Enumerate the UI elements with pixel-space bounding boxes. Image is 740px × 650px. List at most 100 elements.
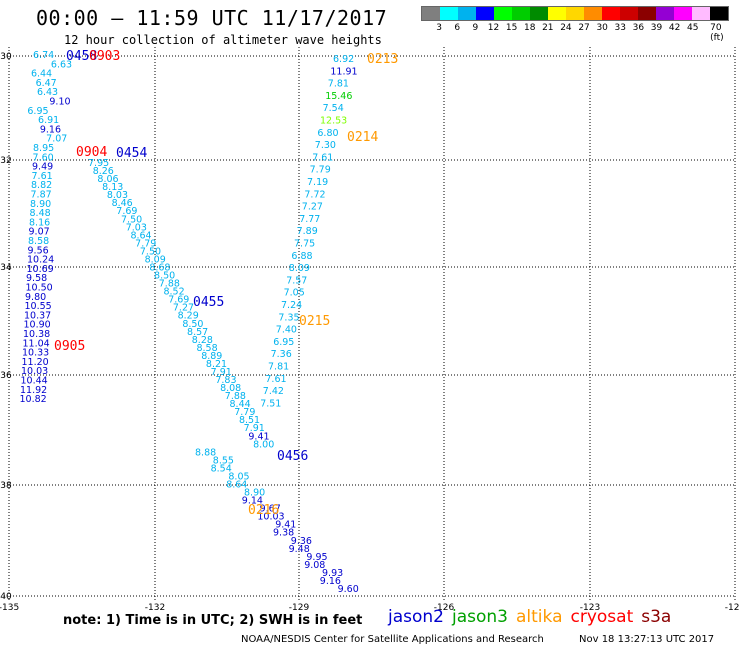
legend-swatch xyxy=(422,7,440,20)
swh-value-middle: 8.26 xyxy=(93,166,114,177)
legend-label: 45 xyxy=(687,23,699,33)
swh-value-middle: 7.95 xyxy=(88,158,109,169)
swh-value-west: 8.58 xyxy=(28,236,49,247)
swh-value-east: 7.24 xyxy=(281,300,302,311)
swh-value-west: 10.38 xyxy=(23,329,50,340)
swh-value-west: 7.60 xyxy=(33,152,54,163)
swh-value-west: 10.33 xyxy=(22,348,49,359)
pass-time-label: 0456 xyxy=(277,449,308,464)
swh-value-middle: 8.13 xyxy=(102,182,123,193)
swh-value-west: 8.95 xyxy=(33,143,54,154)
swh-value-west: 10.90 xyxy=(24,320,51,331)
swh-value-middle: 8.89 xyxy=(201,351,222,362)
longitude-tick-label: -132 xyxy=(145,603,165,613)
color-legend: 3 6 9 12 15 18 21 24 27 30 33 36 39 42 45 70 (ft) xyxy=(421,6,729,43)
longitude-tick-label: -120 xyxy=(725,603,740,613)
swh-value-east: 6.95 xyxy=(273,337,294,348)
legend-label: 70 (ft) xyxy=(710,23,724,43)
swh-value-east: 7.81 xyxy=(268,362,289,373)
latitude-tick-label: 40 xyxy=(0,592,12,602)
swh-value-middle: 8.00 xyxy=(253,439,274,450)
swh-value-middle: 8.50 xyxy=(154,271,175,282)
swh-value-middle: 8.64 xyxy=(130,230,151,241)
swh-value-west: 7.87 xyxy=(31,190,52,201)
swh-value-west: 6.43 xyxy=(37,87,58,98)
pass-time-label: 0454 xyxy=(116,146,147,161)
swh-value-west: 8.48 xyxy=(30,208,51,219)
color-legend-labels: 3 6 9 12 15 18 21 24 27 30 33 36 39 42 45 70 (ft) xyxy=(421,21,729,43)
swh-value-east: 7.27 xyxy=(302,202,323,213)
swh-value-middle: 8.68 xyxy=(149,262,170,273)
swh-value-west: 8.16 xyxy=(29,217,50,228)
longitude-tick-label: -126 xyxy=(434,603,455,613)
swh-value-middle: 7.91 xyxy=(244,423,265,434)
swh-value-east: 6.88 xyxy=(291,251,312,262)
satellite-label-jason3: jason3 xyxy=(452,607,508,627)
swh-value-east: 6.80 xyxy=(317,128,338,139)
swh-value-middle: 8.88 xyxy=(195,447,216,458)
swh-value-east: 7.40 xyxy=(276,325,297,336)
swh-value-west: 10.82 xyxy=(20,394,47,405)
swh-value-middle: 8.58 xyxy=(196,343,217,354)
swh-value-east: 7.61 xyxy=(312,152,333,163)
legend-label: 27 xyxy=(578,23,590,33)
swh-value-east: 7.05 xyxy=(284,288,305,299)
page-title: 00:00 – 11:59 UTC 11/17/2017 xyxy=(36,6,388,30)
swh-value-middle: 9.48 xyxy=(289,544,310,555)
legend-swatch xyxy=(440,7,458,20)
swh-value-middle: 9.14 xyxy=(242,496,263,507)
legend-label: 15 xyxy=(505,23,518,33)
swh-value-middle: 7.03 xyxy=(126,222,147,233)
swh-value-middle: 10.03 xyxy=(257,512,284,523)
pass-time-label: 0904 xyxy=(76,145,107,160)
swh-value-east: 12.53 xyxy=(320,116,347,127)
swh-value-west: 11.20 xyxy=(22,357,49,368)
swh-value-west: 11.04 xyxy=(23,338,50,349)
swh-value-east: 7.72 xyxy=(304,189,325,200)
swh-value-east: 7.51 xyxy=(260,398,281,409)
swh-value-middle: 8.08 xyxy=(220,383,241,394)
legend-swatch xyxy=(656,7,674,20)
legend-swatch xyxy=(548,7,566,20)
swh-value-west: 6.91 xyxy=(38,115,59,126)
pass-time-label: 0213 xyxy=(367,52,398,67)
legend-label: 30 xyxy=(596,23,608,33)
generated-timestamp: Nov 18 13:27:13 UTC 2017 xyxy=(579,634,715,645)
swh-value-east: 7.42 xyxy=(263,386,284,397)
swh-value-middle: 8.50 xyxy=(182,319,203,330)
swh-value-west: 10.55 xyxy=(25,301,52,312)
swh-value-middle: 8.64 xyxy=(226,480,247,491)
satellite-label-jason2: jason2 xyxy=(388,607,444,627)
swh-value-west: 6.47 xyxy=(36,78,57,89)
latitude-tick-label: 34 xyxy=(0,263,12,273)
swh-value-east: 7.30 xyxy=(315,140,336,151)
swh-value-west: 10.44 xyxy=(21,376,48,387)
swh-value-middle: 8.29 xyxy=(178,311,199,322)
swh-value-west: 10.37 xyxy=(24,310,51,321)
legend-swatch xyxy=(476,7,494,20)
swh-value-east: 7.89 xyxy=(297,226,318,237)
swh-value-west: 7.07 xyxy=(46,134,67,145)
legend-label: 6 xyxy=(454,23,461,33)
swh-value-middle: 9.95 xyxy=(306,552,327,563)
swh-value-east: 15.46 xyxy=(325,91,352,102)
footnote: note: 1) Time is in UTC; 2) SWH is in fe… xyxy=(63,613,363,628)
swh-value-west: 11.92 xyxy=(20,385,47,396)
swh-value-east: 7.75 xyxy=(294,239,315,250)
swh-value-middle: 9.41 xyxy=(248,431,269,442)
swh-value-middle: 8.90 xyxy=(244,488,265,499)
swh-value-middle: 8.09 xyxy=(145,254,166,265)
latitude-tick-label: 32 xyxy=(0,156,11,166)
legend-label: 39 xyxy=(650,23,663,33)
swh-value-middle: 8.03 xyxy=(107,190,128,201)
pass-time-label: 0216 xyxy=(248,503,279,518)
swh-value-west: 9.80 xyxy=(25,292,46,303)
swh-value-middle: 8.06 xyxy=(97,174,118,185)
pass-time-label: 0214 xyxy=(347,130,378,145)
swh-value-middle: 7.50 xyxy=(140,246,161,257)
longitude-tick-label: -123 xyxy=(580,603,600,613)
legend-swatch xyxy=(494,7,512,20)
swh-value-east: 7.19 xyxy=(307,177,328,188)
legend-label: 3 xyxy=(436,23,442,33)
